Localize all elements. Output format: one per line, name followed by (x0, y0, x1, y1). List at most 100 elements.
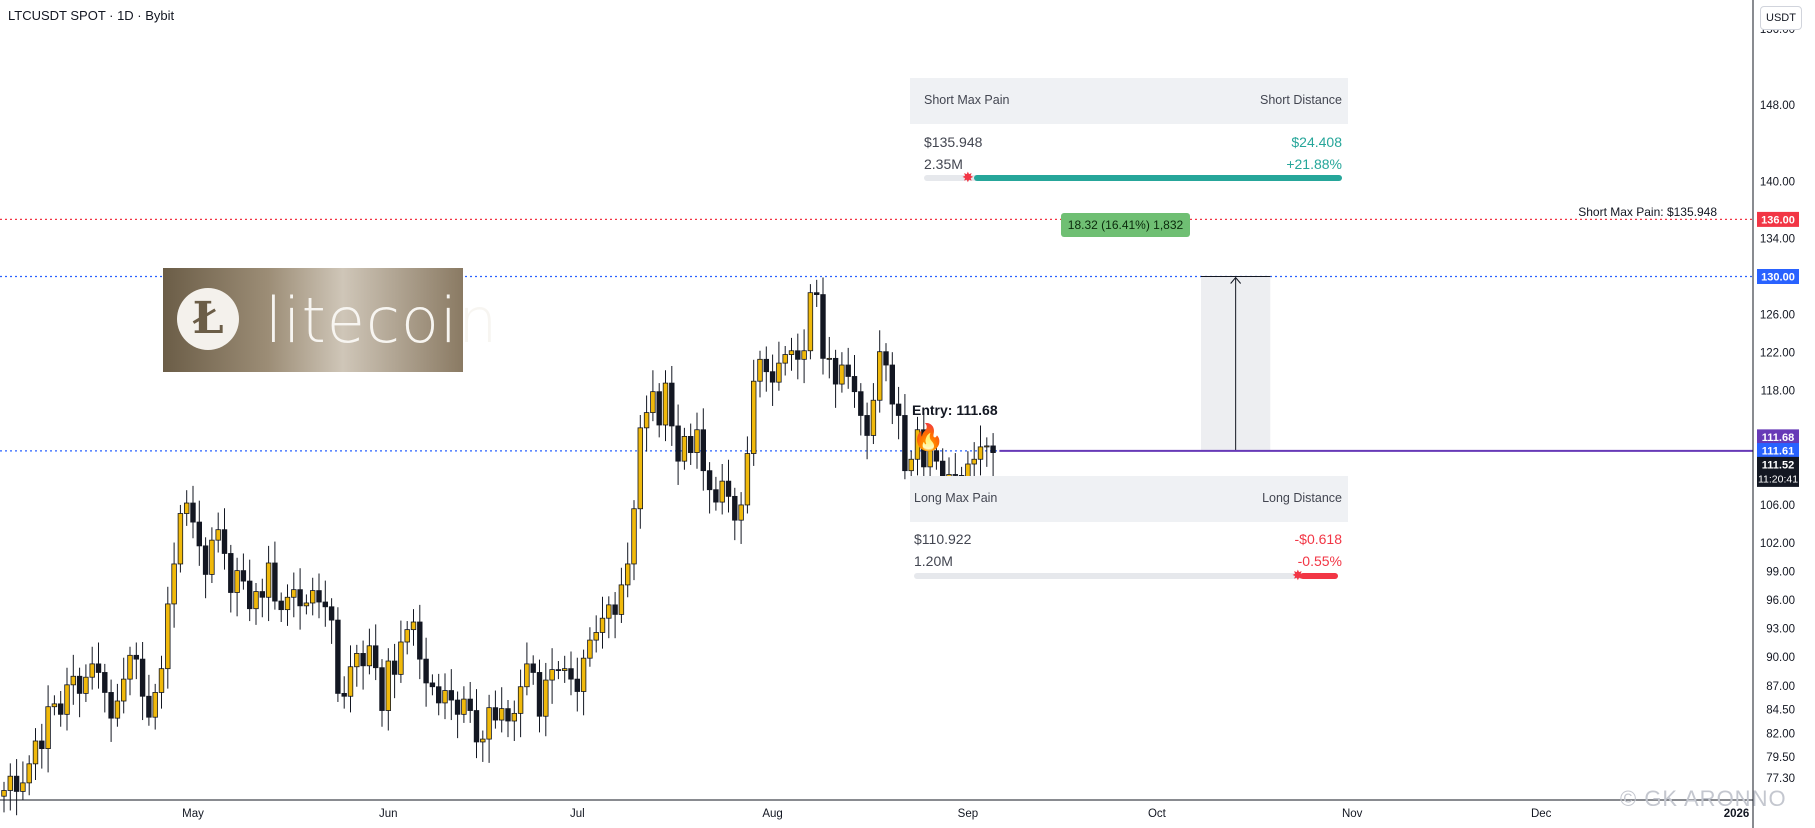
x-tick-label: May (182, 808, 204, 820)
candle-body (385, 660, 391, 711)
candle-body (45, 706, 51, 750)
long-max-pain-price: $110.922 (914, 531, 972, 547)
candle-body (549, 669, 555, 681)
candle-body (517, 686, 524, 714)
countdown-label: 11:20:41 (1758, 473, 1798, 485)
symbol-title: LTCUSDT SPOT · 1D · Bybit (8, 8, 175, 23)
short-distance-title: Short Distance (1260, 93, 1342, 107)
candle-body (435, 686, 442, 704)
y-tick-label: 102.00 (1760, 538, 1795, 550)
candle-body (196, 521, 202, 547)
candle-body (505, 708, 511, 722)
candle-body (209, 539, 215, 575)
y-tick-label: 140.00 (1760, 176, 1795, 188)
candle-body (1, 790, 7, 797)
short-distance-value: $24.408 (1291, 134, 1342, 150)
candle-body (492, 707, 499, 721)
candle-body (64, 684, 70, 715)
candle-body (234, 570, 240, 593)
candle-body (228, 553, 234, 593)
candle-body (133, 654, 139, 660)
candle-body (76, 675, 83, 694)
candle-body (814, 292, 820, 295)
candle-body (524, 663, 530, 688)
candle-body (165, 603, 171, 670)
candle-body (221, 529, 228, 554)
candle-body (379, 667, 385, 711)
candle-body (121, 678, 127, 702)
long-panel-header (910, 476, 1348, 522)
x-tick-label: Aug (762, 808, 782, 820)
candle-body (253, 591, 259, 610)
long-distance-pct: -0.55% (1297, 553, 1342, 569)
candle-body (568, 668, 574, 680)
candle-body (977, 446, 984, 460)
candle-body (354, 653, 360, 668)
x-tick-label: Dec (1531, 808, 1552, 820)
price-tag (1757, 456, 1799, 487)
candle-body (498, 708, 505, 721)
arrow-head-icon (1230, 276, 1242, 284)
candle-body (984, 445, 990, 448)
y-tick-label: 77.30 (1766, 773, 1795, 785)
candle-body (801, 350, 807, 360)
candle-body (908, 458, 914, 472)
candle-body (713, 489, 719, 503)
candle-body (719, 480, 725, 503)
candle-body (347, 666, 354, 697)
candle-body (259, 591, 265, 598)
candle-body (278, 600, 284, 611)
candle-body (127, 654, 133, 680)
short-max-pain-label: Short Max Pain: $135.948 (1578, 205, 1717, 219)
price-tag-label: 130.00 (1761, 272, 1795, 284)
candle-body (921, 429, 927, 468)
candle-body (971, 458, 977, 465)
candle-body (795, 350, 801, 360)
litecoin-coin-icon: Ł (177, 288, 239, 350)
candle-body (467, 698, 473, 711)
fire-icon: 🔥 (912, 422, 945, 452)
candle-body (372, 645, 379, 669)
explosion-icon: ✸ (962, 169, 974, 185)
candle-body (864, 415, 870, 436)
candle-body (70, 675, 76, 686)
candle-body (20, 782, 26, 792)
time-axis: May Jun Jul Aug Sep Oct Nov Dec 2026 (182, 808, 1749, 820)
candle-body (391, 660, 398, 675)
x-tick-label: Jun (379, 808, 398, 820)
candle-body (108, 692, 114, 719)
x-tick-label: Sep (958, 808, 978, 820)
y-tick-label: 87.00 (1766, 681, 1795, 693)
candle-body (694, 429, 700, 453)
candle-body (858, 391, 864, 416)
candle-body (13, 775, 20, 792)
price-tag-label: 111.52 (1762, 459, 1794, 471)
candle-body (190, 502, 196, 523)
currency-button[interactable]: USDT (1760, 6, 1802, 30)
candle-body (177, 513, 184, 565)
candle-body (58, 703, 64, 715)
candle-body (480, 738, 486, 743)
candle-body (851, 376, 858, 393)
candle-body (782, 354, 788, 364)
candle-body (662, 382, 669, 426)
y-tick-label: 99.00 (1766, 567, 1795, 579)
candle-body (26, 763, 32, 784)
candle-body (606, 604, 612, 619)
long-max-pain-panel: Long Max Pain Long Distance $110.922 -$0… (910, 476, 1348, 584)
candle-body (587, 639, 593, 659)
candle-body (700, 429, 706, 472)
candle-body (769, 371, 776, 383)
candle-body (366, 645, 373, 667)
candle-body (316, 590, 322, 603)
price-tag-label: 111.61 (1762, 446, 1794, 458)
short-volume: 2.35M (924, 156, 963, 172)
candle-body (845, 364, 851, 377)
candle-body (650, 391, 656, 414)
candle-body (335, 619, 341, 694)
candle-body (839, 364, 845, 385)
y-tick-label: 79.50 (1766, 752, 1795, 764)
watermark: © GK ARONNO (1620, 786, 1787, 811)
